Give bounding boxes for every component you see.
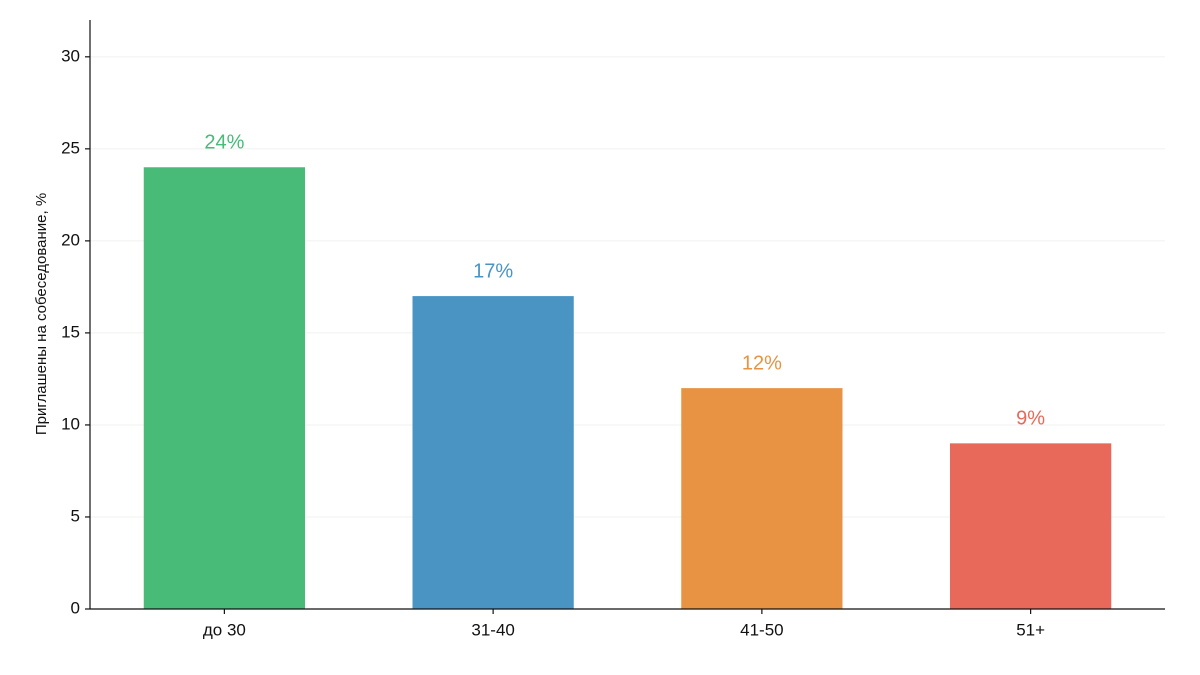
value-label: 24% (204, 132, 244, 154)
bar (412, 296, 574, 609)
bar (143, 167, 305, 609)
bar (681, 388, 843, 609)
y-tick-label: 30 (61, 46, 80, 65)
x-tick-label: 31-40 (471, 620, 514, 639)
y-tick-label: 15 (61, 322, 80, 341)
x-tick-label: 51+ (1016, 620, 1045, 639)
x-tick-label: до 30 (203, 620, 246, 639)
y-tick-label: 5 (71, 506, 80, 525)
y-tick-label: 25 (61, 138, 80, 157)
y-axis-label: Приглашены на собеседование, % (33, 193, 50, 435)
value-label: 17% (473, 260, 513, 282)
y-tick-label: 10 (61, 414, 80, 433)
y-tick-label: 0 (71, 598, 80, 617)
x-tick-label: 41-50 (740, 620, 783, 639)
bar (950, 443, 1112, 609)
value-label: 12% (742, 352, 782, 374)
value-label: 9% (1016, 408, 1045, 430)
y-tick-label: 20 (61, 230, 80, 249)
